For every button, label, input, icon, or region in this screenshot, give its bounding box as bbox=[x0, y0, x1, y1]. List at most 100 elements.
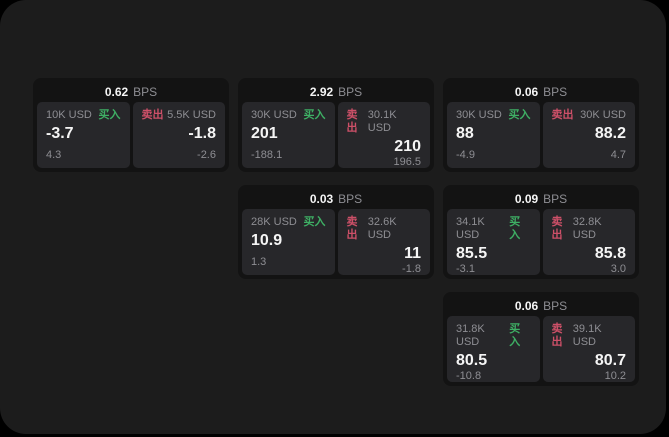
spread-unit: BPS bbox=[133, 84, 158, 99]
sell-price-value: -1.8 bbox=[188, 125, 216, 142]
buy-delta-value: -188.1 bbox=[251, 149, 283, 161]
sell-quote-tile[interactable]: 卖出 32.8K USD 85.8 3.0 bbox=[542, 209, 635, 275]
buy-amount-label: 31.8K USD bbox=[456, 323, 485, 348]
buy-price-value: 80.5 bbox=[456, 352, 488, 369]
quote-tiles: 31.8K USD 买入 80.5 -10.8 卖出 39.1K USD 80.… bbox=[447, 316, 635, 382]
quote-tiles: 30K USD 买入 88 -4.9 卖出 30K USD 88.2 4.7 bbox=[447, 102, 635, 168]
buy-quote-tile[interactable]: 34.1K USD 买入 85.5 -3.1 bbox=[447, 209, 540, 275]
spread-unit: BPS bbox=[543, 191, 568, 206]
sell-quote-tile[interactable]: 卖出 32.6K USD 11 -1.8 bbox=[337, 209, 430, 275]
buy-side-label: 买入 bbox=[303, 109, 326, 121]
sell-amount-label: 39.1K USD bbox=[572, 323, 602, 348]
spread-value: 0.06 bbox=[514, 84, 539, 99]
sell-amount-label: 5.5K USD bbox=[167, 109, 216, 121]
buy-delta-value: 1.3 bbox=[251, 256, 267, 268]
sell-side-label: 卖出 bbox=[551, 216, 563, 241]
buy-amount-label: 28K USD bbox=[251, 216, 297, 228]
buy-side-label: 买入 bbox=[509, 216, 521, 241]
spread-value: 2.92 bbox=[309, 84, 334, 99]
buy-quote-tile[interactable]: 30K USD 买入 88 -4.9 bbox=[447, 102, 540, 168]
sell-delta-value: -1.8 bbox=[402, 263, 421, 275]
buy-quote-tile[interactable]: 30K USD 买入 201 -188.1 bbox=[242, 102, 335, 168]
sell-side-label: 卖出 bbox=[346, 109, 358, 134]
quote-tiles: 28K USD 买入 10.9 1.3 卖出 32.6K USD 11 -1.8 bbox=[242, 209, 430, 275]
buy-price-value: -3.7 bbox=[46, 125, 74, 142]
sell-price-value: 11 bbox=[404, 245, 421, 262]
buy-side-label: 买入 bbox=[98, 109, 121, 121]
spread-header: 0.03 BPS bbox=[242, 188, 430, 209]
sell-delta-value: 10.2 bbox=[604, 370, 626, 382]
buy-amount-label: 10K USD bbox=[46, 109, 92, 121]
buy-tile-top: 31.8K USD 买入 bbox=[456, 323, 531, 349]
buy-amount-label: 30K USD bbox=[251, 109, 297, 121]
sell-amount-label: 30K USD bbox=[580, 109, 626, 121]
spread-header: 0.09 BPS bbox=[447, 188, 635, 209]
buy-price-value: 10.9 bbox=[251, 232, 283, 249]
buy-quote-tile[interactable]: 10K USD 买入 -3.7 4.3 bbox=[37, 102, 130, 168]
sell-delta-value: 196.5 bbox=[393, 156, 421, 168]
sell-tile-top: 卖出 39.1K USD bbox=[552, 323, 627, 349]
sell-side-label: 卖出 bbox=[346, 216, 358, 241]
spread-value: 0.09 bbox=[514, 191, 539, 206]
quote-tiles: 10K USD 买入 -3.7 4.3 卖出 5.5K USD -1.8 -2.… bbox=[37, 102, 225, 168]
buy-tile-top: 34.1K USD 买入 bbox=[456, 216, 531, 242]
sell-quote-tile[interactable]: 卖出 30K USD 88.2 4.7 bbox=[542, 102, 635, 168]
spread-unit: BPS bbox=[338, 191, 363, 206]
sell-amount-label: 32.8K USD bbox=[572, 216, 602, 241]
buy-price-value: 85.5 bbox=[456, 245, 488, 262]
spread-header: 0.62 BPS bbox=[37, 81, 225, 102]
spread-unit: BPS bbox=[338, 84, 363, 99]
buy-amount-label: 34.1K USD bbox=[456, 216, 485, 241]
buy-price-value: 201 bbox=[251, 125, 278, 142]
sell-delta-value: 3.0 bbox=[610, 263, 626, 275]
spread-unit: BPS bbox=[543, 298, 568, 313]
quote-card: 0.03 BPS 28K USD 买入 10.9 1.3 卖出 32.6K US… bbox=[238, 185, 434, 279]
buy-amount-label: 30K USD bbox=[456, 109, 502, 121]
quote-tiles: 34.1K USD 买入 85.5 -3.1 卖出 32.8K USD 85.8… bbox=[447, 209, 635, 275]
sell-side-label: 卖出 bbox=[551, 323, 563, 348]
buy-delta-value: 4.3 bbox=[46, 149, 62, 161]
quote-card: 0.09 BPS 34.1K USD 买入 85.5 -3.1 卖出 32.8K… bbox=[443, 185, 639, 279]
spread-unit: BPS bbox=[543, 84, 568, 99]
spread-header: 0.06 BPS bbox=[447, 295, 635, 316]
buy-delta-value: -10.8 bbox=[456, 370, 482, 382]
quote-card: 2.92 BPS 30K USD 买入 201 -188.1 卖出 30.1K … bbox=[238, 78, 434, 172]
quote-tiles: 30K USD 买入 201 -188.1 卖出 30.1K USD 210 1… bbox=[242, 102, 430, 168]
spread-header: 2.92 BPS bbox=[242, 81, 430, 102]
buy-delta-value: -3.1 bbox=[456, 263, 475, 275]
sell-price-value: 88.2 bbox=[594, 125, 626, 142]
buy-tile-top: 10K USD 买入 bbox=[46, 109, 121, 122]
sell-side-label: 卖出 bbox=[551, 109, 574, 121]
sell-delta-value: 4.7 bbox=[610, 149, 626, 161]
sell-amount-label: 30.1K USD bbox=[367, 109, 397, 134]
quote-card: 0.06 BPS 30K USD 买入 88 -4.9 卖出 30K USD 8… bbox=[443, 78, 639, 172]
sell-price-value: 85.8 bbox=[594, 245, 626, 262]
sell-tile-top: 卖出 32.8K USD bbox=[552, 216, 627, 242]
sell-price-value: 80.7 bbox=[594, 352, 626, 369]
sell-tile-top: 卖出 5.5K USD bbox=[142, 109, 217, 122]
buy-tile-top: 30K USD 买入 bbox=[251, 109, 326, 122]
buy-side-label: 买入 bbox=[509, 323, 521, 348]
buy-quote-tile[interactable]: 28K USD 买入 10.9 1.3 bbox=[242, 209, 335, 275]
sell-tile-top: 卖出 32.6K USD bbox=[347, 216, 422, 242]
buy-delta-value: -4.9 bbox=[456, 149, 475, 161]
sell-tile-top: 卖出 30.1K USD bbox=[347, 109, 422, 135]
sell-side-label: 卖出 bbox=[141, 109, 164, 121]
sell-quote-tile[interactable]: 卖出 5.5K USD -1.8 -2.6 bbox=[132, 102, 225, 168]
sell-amount-label: 32.6K USD bbox=[367, 216, 397, 241]
quote-card: 0.62 BPS 10K USD 买入 -3.7 4.3 卖出 5.5K USD… bbox=[33, 78, 229, 172]
buy-side-label: 买入 bbox=[508, 109, 531, 121]
quote-card: 0.06 BPS 31.8K USD 买入 80.5 -10.8 卖出 39.1… bbox=[443, 292, 639, 386]
sell-delta-value: -2.6 bbox=[197, 149, 216, 161]
buy-quote-tile[interactable]: 31.8K USD 买入 80.5 -10.8 bbox=[447, 316, 540, 382]
spread-header: 0.06 BPS bbox=[447, 81, 635, 102]
sell-quote-tile[interactable]: 卖出 39.1K USD 80.7 10.2 bbox=[542, 316, 635, 382]
quote-card-grid: 0.62 BPS 10K USD 买入 -3.7 4.3 卖出 5.5K USD… bbox=[33, 78, 639, 386]
buy-tile-top: 30K USD 买入 bbox=[456, 109, 531, 122]
buy-tile-top: 28K USD 买入 bbox=[251, 216, 326, 229]
sell-quote-tile[interactable]: 卖出 30.1K USD 210 196.5 bbox=[337, 102, 430, 168]
sell-price-value: 210 bbox=[394, 138, 421, 155]
spread-value: 0.06 bbox=[514, 298, 539, 313]
buy-price-value: 88 bbox=[456, 125, 474, 142]
